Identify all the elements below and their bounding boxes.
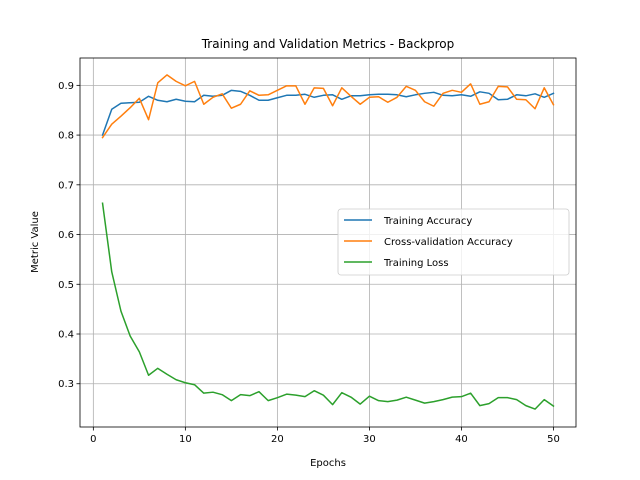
series-line-training-loss	[101, 202, 555, 410]
legend: Training Accuracy Cross-validation Accur…	[337, 208, 570, 276]
grid	[80, 58, 576, 427]
y-tick-label: 0.5	[58, 280, 74, 291]
y-axis-ticks: 0.3 0.4 0.5 0.6 0.7 0.8 0.9	[58, 81, 80, 390]
y-tick-label: 0.6	[58, 230, 74, 241]
series-line-cross-validation-accuracy	[101, 74, 555, 139]
x-tick-label: 10	[179, 434, 192, 445]
x-tick-label: 40	[455, 434, 468, 445]
chart-title: Training and Validation Metrics - Backpr…	[201, 37, 455, 51]
x-axis-label: Epochs	[310, 458, 346, 469]
y-tick-label: 0.9	[58, 81, 74, 92]
x-axis-ticks: 0 10 20 30 40 50	[90, 427, 560, 445]
plot-frame	[79, 57, 577, 428]
x-tick-label: 30	[363, 434, 376, 445]
legend-label-training-loss: Training Loss	[383, 258, 449, 269]
x-tick-label: 0	[90, 434, 96, 445]
x-tick-label: 20	[271, 434, 284, 445]
legend-label-cross-validation-accuracy: Cross-validation Accuracy	[384, 237, 513, 248]
legend-box	[337, 208, 570, 276]
y-axis-label: Metric Value	[30, 211, 41, 273]
series-lines	[101, 74, 555, 410]
y-tick-label: 0.4	[58, 330, 74, 341]
y-tick-label: 0.8	[58, 131, 74, 142]
legend-label-training-accuracy: Training Accuracy	[383, 216, 472, 227]
x-tick-label: 50	[547, 434, 560, 445]
y-tick-label: 0.7	[58, 180, 74, 191]
y-tick-label: 0.3	[58, 379, 74, 390]
series-line-training-accuracy	[101, 89, 555, 137]
